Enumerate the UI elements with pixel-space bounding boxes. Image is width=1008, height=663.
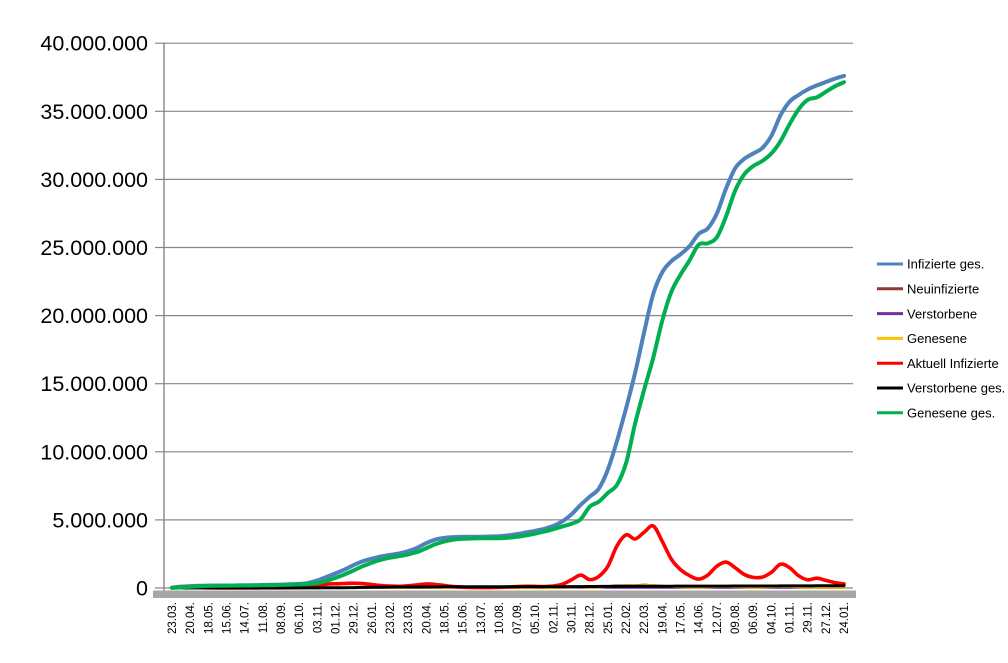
x-axis-tick-label: 20.04. — [185, 602, 197, 634]
x-axis-tick-label: 29.12. — [349, 602, 361, 634]
series-line-infizierte-ges — [170, 73, 846, 590]
y-axis-tick-label: 15.000.000 — [40, 372, 148, 396]
x-axis-tick-label: 15.06. — [221, 602, 233, 634]
legend-item-verstorbene: Verstorbene — [877, 306, 977, 321]
x-axis-tick-label: 23.03. — [403, 602, 415, 634]
x-axis-tick-label: 24.01. — [839, 602, 851, 634]
y-axis-tick-label: 40.000.000 — [40, 32, 148, 56]
x-axis-tick-label: 07.09. — [512, 602, 524, 634]
x-axis-tick-label: 20.04. — [421, 602, 433, 634]
x-axis-tick-label: 22.02. — [621, 602, 633, 634]
x-axis-tick-label: 26.01. — [367, 602, 379, 634]
legend: Infizierte ges. Neuinfizierte Verstorbene G… — [877, 257, 1005, 421]
legend-label: Verstorbene ges. — [907, 381, 1005, 396]
x-axis-labels: 23.03. 20.04. 18.05. 15.06. 14.07. 11.08. 08.0… — [167, 602, 851, 634]
x-axis-tick-label: 10.08. — [494, 602, 506, 634]
legend-item-verstorbene-ges: Verstorbene ges. — [877, 381, 1005, 396]
series-line-genesene-ges — [170, 80, 846, 590]
x-axis-tick-label: 18.05. — [203, 602, 215, 634]
x-axis-tick-label: 23.02. — [385, 602, 397, 634]
legend-label: Infizierte ges. — [907, 257, 984, 272]
legend-item-infizierte-ges: Infizierte ges. — [877, 257, 984, 272]
x-axis-tick-label: 14.07. — [240, 602, 252, 634]
x-axis-tick-label: 01.11. — [785, 602, 797, 633]
x-axis-tick-label: 02.11. — [548, 602, 560, 633]
x-axis-tick-label: 13.07. — [476, 602, 488, 634]
x-axis-tick-label: 18.05. — [439, 602, 451, 634]
x-axis-tick-label: 11.08. — [258, 602, 270, 633]
y-axis-labels: 0 5.000.000 10.000.000 15.000.000 20.000.000… — [40, 32, 148, 601]
legend-label: Neuinfizierte — [907, 282, 979, 297]
x-axis-tick-label: 28.12. — [585, 602, 597, 634]
x-axis-tick-label: 01.12. — [330, 602, 342, 634]
x-axis-tick-label: 14.06. — [694, 602, 706, 634]
x-axis-tick-label: 06.10. — [294, 602, 306, 634]
y-axis-tick-label: 25.000.000 — [40, 236, 148, 260]
legend-item-genesene: Genesene — [877, 331, 967, 346]
x-axis-tick-label: 17.05. — [676, 602, 688, 634]
x-axis-tick-label: 25.01. — [603, 602, 615, 634]
y-axis-tick-label: 0 — [136, 577, 148, 601]
series-lines — [170, 73, 846, 590]
legend-label: Aktuell Infizierte — [907, 356, 999, 371]
x-axis-tick-label: 03.11. — [312, 602, 324, 633]
x-axis-tick-label: 22.03. — [639, 602, 651, 634]
y-axis-tick-label: 5.000.000 — [52, 508, 148, 532]
legend-item-aktuell-infizierte: Aktuell Infizierte — [877, 356, 999, 371]
x-axis-tick-label: 06.09. — [748, 602, 760, 634]
axis-shadow — [153, 590, 856, 598]
x-axis-tick-label: 27.12. — [821, 602, 833, 634]
x-axis-tick-label: 05.10. — [530, 602, 542, 634]
x-axis-tick-label: 12.07. — [712, 602, 724, 634]
x-axis-tick-label: 30.11. — [567, 602, 579, 633]
x-axis-tick-label: 15.06. — [458, 602, 470, 634]
series-line-verstorbene-ges — [170, 584, 846, 590]
legend-item-neuinfizierte: Neuinfizierte — [877, 282, 979, 297]
legend-label: Genesene ges. — [907, 406, 995, 421]
legend-label: Genesene — [907, 331, 967, 346]
legend-item-genesene-ges: Genesene ges. — [877, 406, 995, 421]
x-axis-tick-label: 23.03. — [167, 602, 179, 634]
gridlines — [155, 42, 853, 589]
x-axis-tick-label: 04.10. — [766, 602, 778, 634]
y-axis-tick-label: 20.000.000 — [40, 304, 148, 328]
legend-label: Verstorbene — [907, 306, 977, 321]
y-axis-tick-label: 10.000.000 — [40, 440, 148, 464]
x-axis-tick-label: 19.04. — [657, 602, 669, 634]
x-axis-tick-label: 09.08. — [730, 602, 742, 634]
x-axis-tick-label: 29.11. — [803, 602, 815, 633]
y-axis-tick-label: 30.000.000 — [40, 168, 148, 192]
y-axis-tick-label: 35.000.000 — [40, 100, 148, 124]
x-axis-tick-label: 08.09. — [276, 602, 288, 634]
